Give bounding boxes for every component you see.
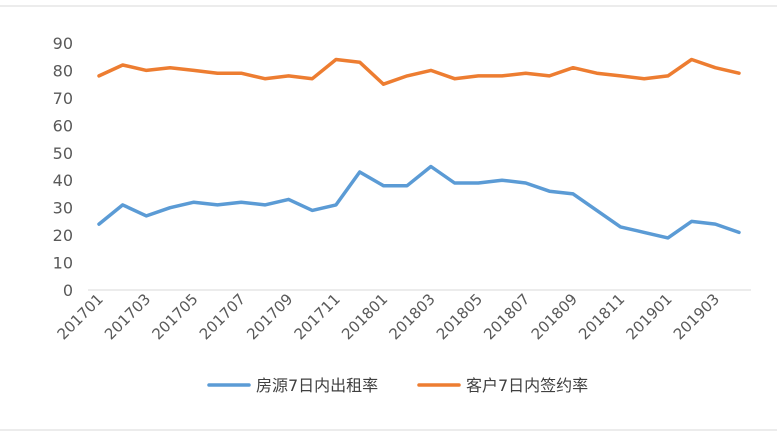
x-tick-label: 201807: [480, 290, 533, 343]
x-axis-ticks: 2017012017032017052017072017092017112018…: [54, 290, 724, 343]
series-line-2: [97, 57, 741, 86]
legend: 房源7日内出租率 客户7日内签约率: [207, 376, 588, 395]
x-tick-label: 201805: [433, 290, 486, 343]
x-tick-label: 201801: [338, 290, 391, 343]
y-tick-label: 70: [53, 89, 73, 108]
x-tick-label: 201803: [385, 290, 438, 343]
x-tick-label: 201705: [148, 290, 201, 343]
y-tick-label: 30: [53, 199, 73, 218]
x-tick-label: 201709: [243, 290, 296, 343]
x-tick-label: 201903: [670, 290, 723, 343]
y-tick-label: 90: [53, 34, 73, 53]
y-tick-label: 0: [63, 281, 73, 300]
series-lines: [97, 57, 741, 240]
legend-label-1: 房源7日内出租率: [256, 376, 378, 395]
y-tick-label: 80: [53, 61, 73, 80]
x-tick-label: 201701: [54, 290, 107, 343]
x-tick-label: 201711: [291, 290, 344, 343]
x-tick-label: 201703: [101, 290, 154, 343]
x-tick-label: 201901: [622, 290, 675, 343]
y-tick-label: 40: [53, 171, 73, 190]
legend-label-2: 客户7日内签约率: [466, 376, 588, 395]
x-tick-label: 201811: [575, 290, 628, 343]
series-line-1: [97, 164, 741, 240]
y-tick-label: 60: [53, 116, 73, 135]
x-tick-label: 201809: [528, 290, 581, 343]
y-tick-label: 10: [53, 254, 73, 273]
y-tick-label: 50: [53, 144, 73, 163]
x-tick-label: 201707: [196, 290, 249, 343]
y-axis-ticks: 0 10 20 30 40 50 60 70 80 90: [53, 34, 73, 300]
y-tick-label: 20: [53, 226, 73, 245]
